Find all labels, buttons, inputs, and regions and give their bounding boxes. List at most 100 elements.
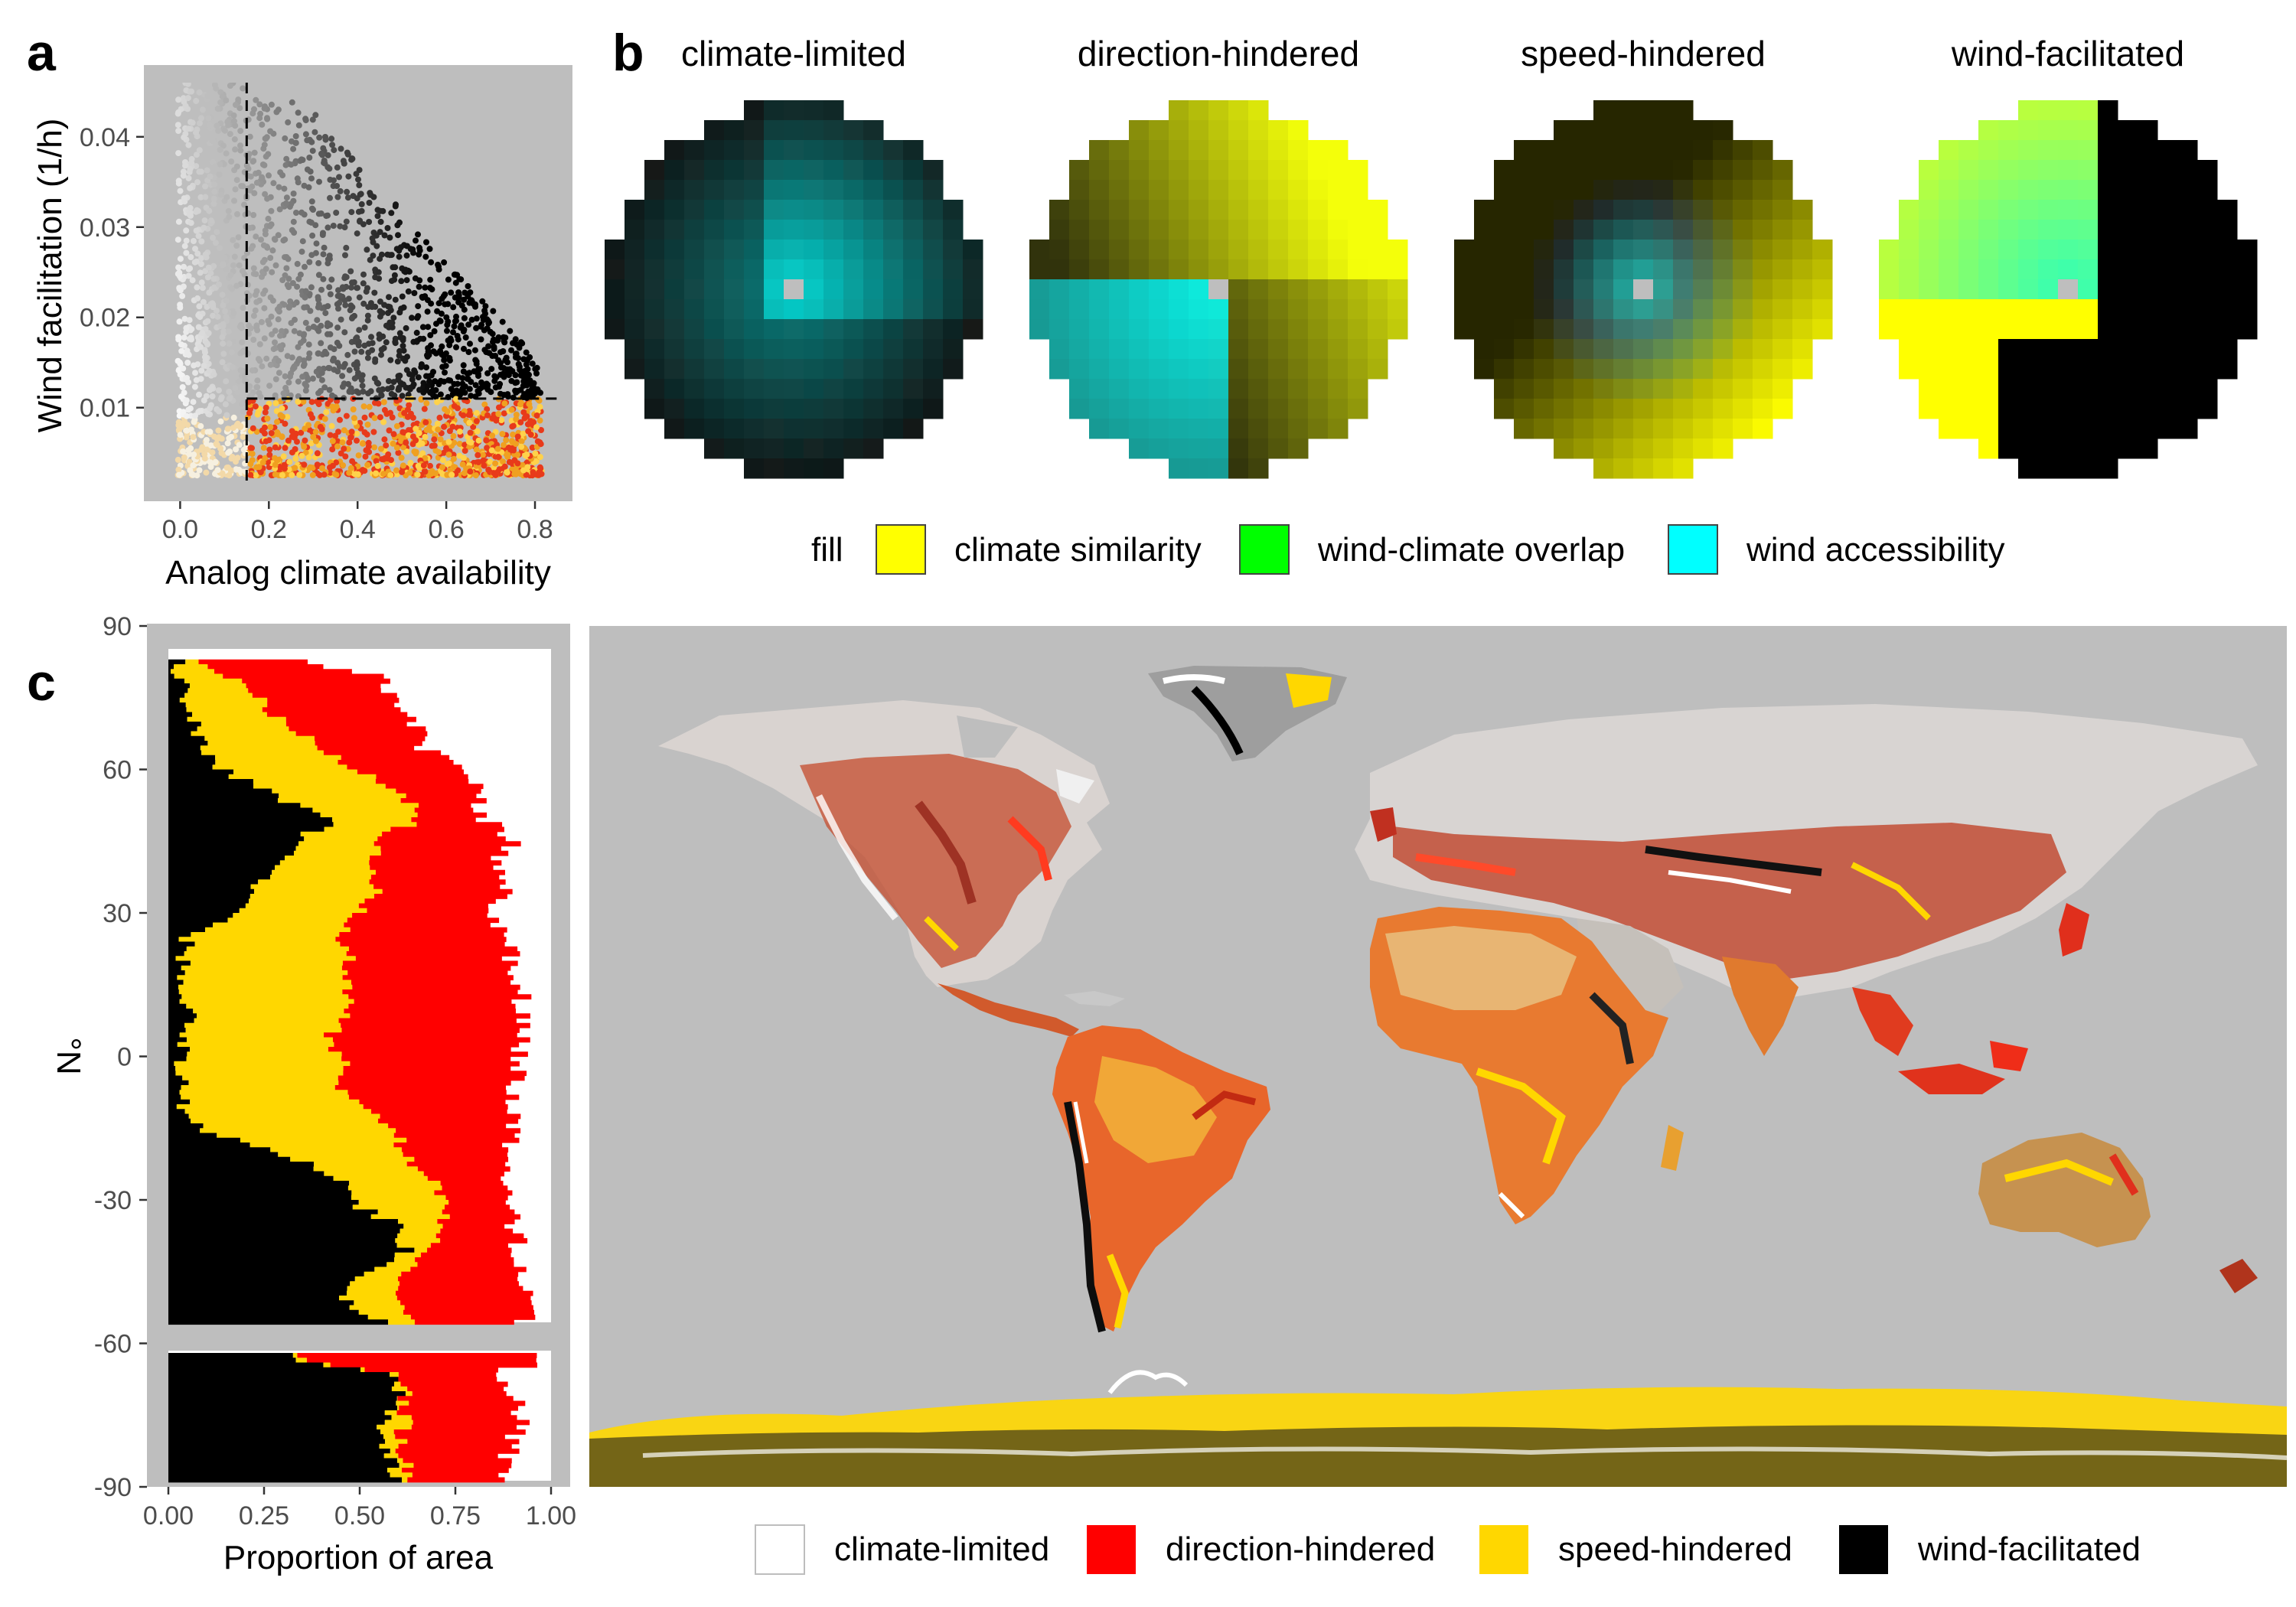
scatter-point <box>446 342 453 349</box>
scatter-point <box>403 448 410 455</box>
disk-cell <box>2138 200 2158 220</box>
bar-direction-hindered <box>340 941 505 947</box>
disk-cell <box>1149 299 1169 320</box>
scatter-point <box>475 459 482 465</box>
disk-cell <box>1633 240 1654 260</box>
disk-cell <box>843 339 864 360</box>
bar-wind-facilitated <box>168 1209 378 1215</box>
bar-speed-hindered <box>186 1056 342 1062</box>
disk-cell <box>724 379 745 399</box>
scatter-point <box>346 367 353 373</box>
disk-cell <box>1613 438 1634 459</box>
panel-b-title-direction-hindered: direction-hindered <box>1078 34 1359 73</box>
disk-cell <box>1089 419 1110 439</box>
scatter-point <box>532 450 539 457</box>
scatter-point <box>337 223 344 230</box>
disk-cell <box>1792 359 1813 380</box>
scatter-point <box>287 373 293 380</box>
disk-cell <box>1494 339 1515 360</box>
bar-speed-hindered <box>193 1009 344 1014</box>
scatter-point <box>366 403 373 410</box>
scatter-point <box>473 315 480 322</box>
scatter-point <box>235 96 242 103</box>
bar-wind-facilitated <box>168 898 249 905</box>
disk-cell <box>2038 458 2059 479</box>
disk-cell <box>2038 120 2059 141</box>
legend-swatch-climate-limited <box>755 1524 805 1575</box>
scatter-point <box>349 458 356 464</box>
disk-cell <box>1208 299 1229 320</box>
bar-direction-hindered <box>410 1266 527 1273</box>
disk-cell <box>1998 359 2019 380</box>
scatter-point <box>526 401 533 408</box>
bar-direction-hindered <box>427 1175 501 1182</box>
scatter-point <box>215 127 222 134</box>
disk-cell <box>724 419 745 439</box>
scatter-point <box>444 471 451 478</box>
scatter-point <box>189 277 196 284</box>
scatter-point <box>356 182 363 188</box>
disk-cell <box>704 180 725 200</box>
disk-cell <box>1129 399 1150 419</box>
scatter-point <box>459 461 466 468</box>
scatter-point <box>187 184 194 191</box>
bar-wind-facilitated <box>168 1094 181 1100</box>
scatter-point <box>190 238 197 244</box>
scatter-point <box>226 214 233 220</box>
disk-cell <box>784 259 804 280</box>
disk-cell <box>2118 379 2138 399</box>
scatter-point <box>179 384 186 390</box>
disk-cell <box>1998 339 2019 360</box>
scatter-point <box>190 434 197 441</box>
disk-cell <box>1554 259 1574 280</box>
disk-cell <box>1494 359 1515 380</box>
bar-speed-hindered <box>278 1152 403 1158</box>
disk-cell <box>1288 299 1309 320</box>
scatter-point <box>285 119 292 125</box>
bar-wind-facilitated <box>168 1200 359 1205</box>
bar-direction-hindered <box>380 850 509 856</box>
disk-cell <box>1939 200 1959 220</box>
scatter-point <box>380 456 387 463</box>
bar-speed-hindered <box>200 745 318 751</box>
bar-direction-hindered <box>416 822 503 828</box>
bar-direction-hindered <box>341 1056 511 1062</box>
disk-cell <box>2078 379 2099 399</box>
scatter-point <box>360 280 367 287</box>
scatter-point <box>266 451 273 458</box>
bar-wind-facilitated <box>168 1377 399 1383</box>
disk-cell <box>1574 140 1594 161</box>
scatter-point <box>436 414 443 421</box>
scatter-point <box>198 238 205 245</box>
disk-cell <box>1613 359 1634 380</box>
scatter-point <box>181 390 188 396</box>
scatter-point <box>398 455 405 461</box>
disk-cell <box>1633 399 1654 419</box>
disk-cell <box>684 399 705 419</box>
scatter-point <box>202 251 209 258</box>
scatter-point <box>289 280 296 286</box>
scatter-point <box>416 277 423 284</box>
bar-speed-hindered <box>399 1462 414 1468</box>
scatter-point <box>204 446 210 453</box>
disk-cell <box>923 259 944 280</box>
disk-cell <box>1308 140 1329 161</box>
scatter-point <box>282 373 289 380</box>
bar-speed-hindered <box>391 1386 408 1392</box>
disk-cell <box>2197 399 2218 419</box>
disk-cell <box>2058 180 2079 200</box>
scatter-point <box>203 469 210 476</box>
disk-cell <box>1673 100 1694 121</box>
scatter-point <box>331 177 337 184</box>
scatter-point <box>310 324 317 330</box>
disk-cell <box>2118 319 2138 340</box>
scatter-point <box>440 353 447 360</box>
disk-cell <box>1129 259 1150 280</box>
scatter-point <box>475 437 482 444</box>
disk-cell <box>1514 319 1534 340</box>
scatter-point <box>336 363 343 370</box>
scatter-point <box>326 165 333 172</box>
scatter-point <box>251 149 258 156</box>
bar-wind-facilitated <box>168 664 174 670</box>
scatter-point <box>380 419 387 425</box>
